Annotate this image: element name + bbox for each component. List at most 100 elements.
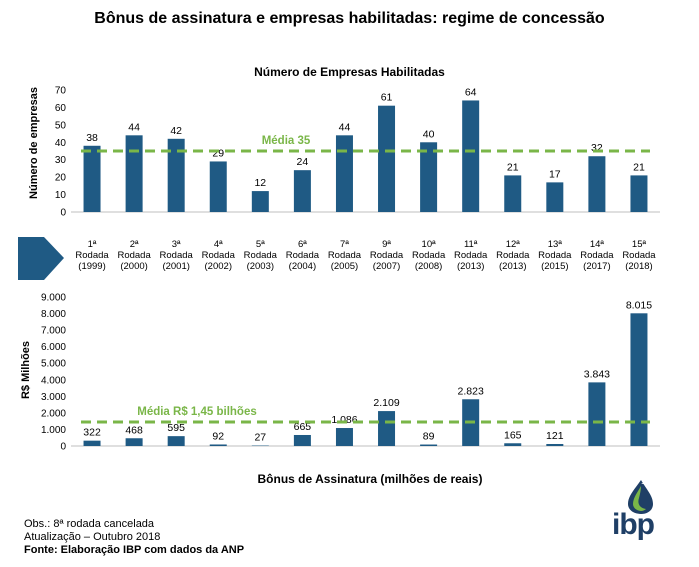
bonus-chart: 0 1.000 2.000 3.000 4.000 5.000 6.000 7.000 8.00…: [20, 293, 660, 453]
round-number: 14ª: [590, 239, 605, 250]
bar-value-label: 61: [381, 92, 393, 104]
round-number: 6ª: [298, 239, 307, 250]
bar: [167, 436, 185, 446]
bar: [588, 156, 606, 212]
round-year: (2013): [499, 261, 526, 272]
chevron-arrow-icon: [18, 237, 64, 280]
bar: [335, 428, 353, 446]
bar-value-label: 468: [125, 424, 143, 436]
bar: [83, 145, 101, 212]
bar-value-label: 165: [504, 429, 522, 441]
bar: [125, 438, 143, 446]
round-number: 4ª: [214, 239, 223, 250]
y-tick-label: 9.000: [41, 293, 66, 304]
round-labels-strip: 1ªRodada(1999)2ªRodada(2000)3ªRodada(200…: [18, 237, 656, 280]
round-year: (2018): [625, 261, 652, 272]
note-cancelled: Obs.: 8ª rodada cancelada: [24, 518, 155, 530]
round-number: 9ª: [382, 239, 391, 250]
y-tick-label: 1.000: [41, 425, 66, 436]
round-word: Rodada: [454, 250, 488, 261]
round-year: (2003): [247, 261, 274, 272]
page-number: 10: [641, 476, 652, 486]
bar-value-label: 44: [339, 121, 351, 133]
round-year: (2005): [331, 261, 358, 272]
y-axis-label: Número de empresas: [28, 87, 40, 199]
bar: [420, 142, 438, 212]
bar: [209, 161, 227, 212]
y-tick-label: 60: [55, 103, 67, 114]
round-year: (2000): [120, 261, 147, 272]
round-year: (1999): [78, 261, 105, 272]
y-tick-label: 6.000: [41, 342, 66, 353]
round-number: 1ª: [88, 239, 97, 250]
y-tick-label: 30: [55, 155, 67, 166]
bar-value-label: 1.086: [331, 414, 357, 426]
bar-value-label: 12: [254, 177, 266, 189]
bar: [588, 382, 606, 446]
average-label: Média R$ 1,45 bilhões: [137, 406, 257, 418]
bar: [167, 138, 185, 212]
round-number: 11ª: [464, 239, 478, 250]
round-word: Rodada: [496, 250, 530, 261]
bar-value-label: 2.823: [458, 385, 484, 397]
bar-value-label: 44: [128, 121, 140, 133]
round-number: 13ª: [548, 239, 563, 250]
round-year: (2007): [373, 261, 400, 272]
round-year: (2013): [457, 261, 484, 272]
round-year: (2004): [289, 261, 316, 272]
page-title: Bônus de assinatura e empresas habilitad…: [94, 10, 605, 27]
bar: [546, 443, 564, 446]
y-tick-label: 0: [60, 208, 66, 219]
bar-value-label: 3.843: [584, 368, 610, 380]
round-year: (2001): [162, 261, 189, 272]
round-number: 5ª: [256, 239, 265, 250]
round-year: (2008): [415, 261, 442, 272]
bar: [420, 444, 438, 446]
bar-value-label: 42: [170, 125, 182, 137]
bar: [125, 135, 143, 212]
round-number: 7ª: [340, 239, 349, 250]
bar-value-label: 665: [294, 421, 312, 433]
bar: [83, 440, 101, 446]
round-word: Rodada: [117, 250, 151, 261]
round-number: 2ª: [130, 239, 139, 250]
note-update: Atualização – Outubro 2018: [24, 531, 161, 543]
round-year: (2002): [205, 261, 232, 272]
top-chart-title: Número de Empresas Habilitadas: [254, 65, 445, 79]
ibp-logo-text: ibp: [612, 508, 655, 541]
bar: [378, 411, 396, 446]
y-tick-label: 5.000: [41, 359, 66, 370]
round-word: Rodada: [202, 250, 236, 261]
bottom-chart-title: Bônus de Assinatura (milhões de reais): [257, 472, 483, 486]
bar-value-label: 29: [212, 147, 224, 159]
bar-value-label: 595: [167, 422, 185, 434]
bar: [546, 182, 564, 212]
bar-value-label: 21: [633, 161, 645, 173]
bar: [504, 443, 522, 446]
bar: [378, 105, 396, 212]
y-tick-label: 20: [55, 173, 67, 184]
round-word: Rodada: [580, 250, 614, 261]
round-number: 3ª: [172, 239, 181, 250]
bar-value-label: 32: [591, 142, 603, 154]
bar-value-label: 322: [83, 427, 101, 439]
bar: [630, 313, 648, 446]
round-number: 12ª: [506, 239, 521, 250]
average-label: Média 35: [262, 135, 311, 147]
round-word: Rodada: [75, 250, 109, 261]
ibp-logo-icon: [628, 480, 653, 514]
round-word: Rodada: [328, 250, 362, 261]
bar-value-label: 40: [423, 128, 435, 140]
round-word: Rodada: [370, 250, 404, 261]
bar-value-label: 8.015: [626, 299, 652, 311]
round-number: 15ª: [632, 239, 647, 250]
